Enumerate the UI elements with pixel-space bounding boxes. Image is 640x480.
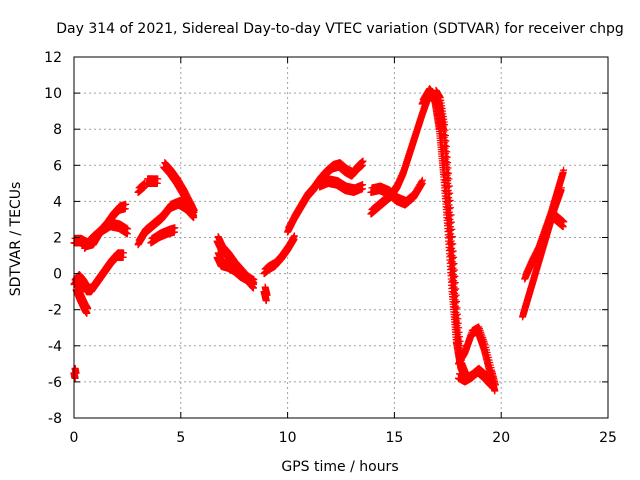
y-tick-label: -6 xyxy=(48,375,62,391)
y-tick-label: -2 xyxy=(48,303,62,319)
data-point-arc-2-lower xyxy=(119,253,127,261)
data-point-arc-3-low xyxy=(170,228,178,236)
y-tick-label: 8 xyxy=(53,122,62,138)
x-tick-label: 15 xyxy=(385,430,403,446)
data-point-arc-5-rise xyxy=(358,161,366,169)
x-tick-label: 20 xyxy=(492,430,510,446)
x-axis-label: GPS time / hours xyxy=(281,459,398,475)
chart-title: Day 314 of 2021, Sidereal Day-to-day VTE… xyxy=(56,21,624,37)
x-tick-label: 0 xyxy=(70,430,79,446)
y-tick-label: 2 xyxy=(53,231,62,247)
data-point-outlier xyxy=(71,374,79,382)
data-point-arc-4-lower xyxy=(249,280,257,288)
y-tick-label: -4 xyxy=(48,339,62,355)
data-point-arc-5-band xyxy=(358,185,366,193)
y-tick-label: 6 xyxy=(53,158,62,174)
y-tick-label: 0 xyxy=(53,267,62,283)
data-point-arc-5 xyxy=(290,235,298,243)
x-tick-label: 5 xyxy=(176,430,185,446)
y-tick-label: 12 xyxy=(44,50,62,66)
data-point-arc-6-band xyxy=(418,179,426,187)
data-point-arc-5-outlier xyxy=(262,297,270,305)
x-tick-label: 10 xyxy=(279,430,297,446)
y-tick-label: -8 xyxy=(48,411,62,427)
y-axis-label: SDTVAR / TECUs xyxy=(8,182,24,297)
data-point-arc-1-upper xyxy=(121,205,129,213)
x-tick-label: 25 xyxy=(599,430,617,446)
data-points xyxy=(70,85,568,395)
data-point-arc-2-drop xyxy=(83,309,91,317)
data-point-arc-3-descend xyxy=(190,212,198,220)
data-point-arc-3-top xyxy=(140,183,148,191)
data-point-arc-1-band xyxy=(123,230,131,238)
data-point-arc-2-drop xyxy=(84,304,92,312)
data-point-arc-5-outlier xyxy=(263,291,271,299)
data-point-arc-3-mid xyxy=(153,179,161,187)
y-tick-label: 10 xyxy=(44,86,62,102)
y-tick-label: 4 xyxy=(53,194,62,210)
